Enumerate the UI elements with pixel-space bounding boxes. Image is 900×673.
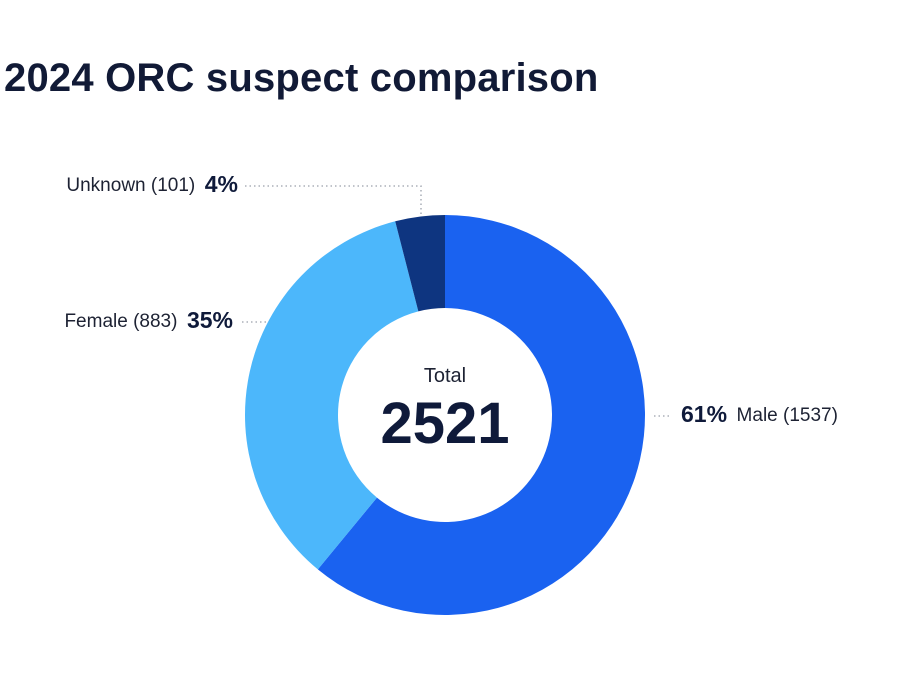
center-caption: Total — [424, 365, 466, 387]
center-total: 2521 — [380, 391, 509, 456]
slice-label-unknown: Unknown (101) 4% — [66, 171, 238, 197]
leader-lines — [242, 185, 670, 417]
slice-unknown — [395, 215, 445, 312]
slice-percent-female: 35% — [187, 307, 233, 333]
donut-slices — [244, 215, 645, 615]
slice-name-female: Female — [64, 311, 127, 332]
slice-name-unknown: Unknown — [66, 175, 145, 196]
slice-count-female: (883) — [128, 311, 178, 332]
slice-count-unknown: (101) — [146, 175, 196, 196]
slice-label-male: 61% Male (1537) — [681, 401, 838, 427]
chart-title: 2024 ORC suspect comparison — [4, 56, 599, 100]
slice-percent-male: 61% — [681, 401, 727, 427]
slice-count-male: (1537) — [778, 405, 838, 426]
slice-label-female: Female (883) 35% — [64, 307, 233, 333]
slice-percent-unknown: 4% — [205, 171, 238, 197]
slice-labels: 61% Male (1537) Female (883) 35% Unknown (… — [64, 171, 837, 427]
slice-name-male: Male — [737, 405, 778, 426]
leader-line-unknown — [243, 185, 422, 214]
slice-female — [244, 221, 419, 570]
slice-male — [317, 215, 645, 615]
